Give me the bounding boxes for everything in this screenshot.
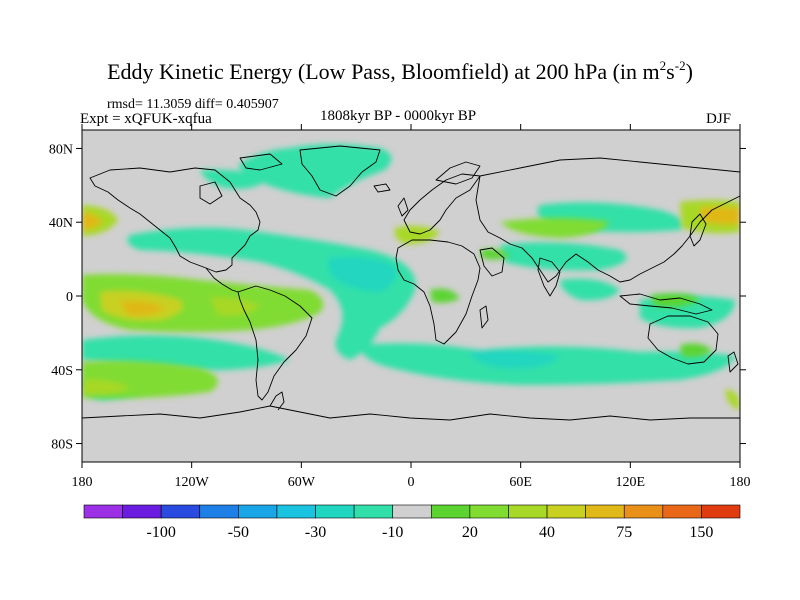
period-label: 1808kyr BP - 0000kyr BP <box>320 108 477 124</box>
lon-tick-label: 120W <box>175 475 210 490</box>
ekd-field <box>82 144 740 421</box>
coast-indonesia <box>619 293 713 315</box>
experiment-label: Expt = xQFUK-xqfua <box>80 111 212 127</box>
coast-scandinavia <box>435 161 481 185</box>
region-tropical-pacific-max <box>120 300 165 316</box>
lon-tick-label: 120E <box>616 475 646 490</box>
colorbar-swatch <box>546 504 586 519</box>
colorbar-label: 150 <box>689 524 713 541</box>
lon-tick-label: 60W <box>288 475 316 490</box>
longitude-axis: 180 120W 60W 0 60E 120E 180 <box>72 124 751 490</box>
colorbar-swatch <box>276 504 316 519</box>
region-south-pac-core <box>82 379 130 395</box>
coast-arctic-islands <box>239 153 283 171</box>
positive-anomaly-regions <box>82 200 740 410</box>
colorbar-swatch <box>662 504 702 519</box>
colorbar-swatch <box>238 504 278 519</box>
coast-arabia <box>479 247 505 277</box>
colorbar-label: 40 <box>539 524 555 541</box>
colorbar-swatch <box>160 504 201 519</box>
season-label: DJF <box>706 111 732 127</box>
region-arctic-neg <box>200 169 270 189</box>
colorbar-swatch <box>199 504 239 519</box>
map-title: Eddy Kinetic Energy (Low Pass, Bloomfiel… <box>107 58 693 84</box>
colorbar-label: -50 <box>228 524 249 541</box>
coastlines <box>82 145 740 421</box>
coast-japan <box>689 213 707 247</box>
coast-australia <box>647 315 719 365</box>
coast-madagascar <box>479 305 489 329</box>
region-tropatl-core <box>328 257 396 292</box>
colorbar-swatch <box>469 504 509 519</box>
region-indian-neg <box>560 278 620 301</box>
colorbar: -100 -50 -30 -10 20 40 75 150 <box>83 504 741 541</box>
region-south-ocean-neg <box>360 343 735 385</box>
colorbar-swatch <box>122 504 162 519</box>
region-australia-pos <box>680 343 712 358</box>
colorbar-label: -100 <box>147 524 176 541</box>
coast-iceland <box>373 183 391 193</box>
negative-anomaly-regions <box>82 144 735 400</box>
coast-south-america <box>237 285 313 401</box>
coast-north-america <box>89 167 261 273</box>
colorbar-swatch <box>623 504 664 519</box>
colorbar-label: 75 <box>616 524 632 541</box>
stats-text: rmsd= 11.3059 diff= 0.405907 <box>107 97 279 112</box>
lat-tick-label: 80S <box>51 438 73 453</box>
region-epac-core <box>210 297 260 316</box>
colorbar-swatch <box>83 504 123 519</box>
region-asia-pos <box>500 218 610 238</box>
lon-tick-label: 180 <box>730 475 751 490</box>
colorbar-swatch <box>430 504 471 519</box>
colorbar-swatch <box>585 504 625 519</box>
latitude-axis: 80N 40N 0 40S 80S <box>49 142 746 453</box>
coast-africa <box>395 239 481 345</box>
region-npac-west-core <box>82 212 102 230</box>
coast-central-america <box>205 267 239 293</box>
lon-tick-label: 0 <box>408 475 415 490</box>
coast-europe <box>403 173 481 235</box>
coast-britain <box>397 197 409 217</box>
coast-antarctica <box>82 405 740 421</box>
colorbar-swatch <box>353 504 394 519</box>
colorbar-label: -10 <box>382 524 403 541</box>
lon-tick-label: 180 <box>72 475 93 490</box>
colorbar-label: 20 <box>462 524 478 541</box>
coast-asia <box>475 157 740 283</box>
region-south-ocean-core <box>470 350 560 369</box>
lat-tick-label: 40S <box>51 364 73 379</box>
colorbar-label: -30 <box>305 524 326 541</box>
colorbar-swatch <box>315 504 355 519</box>
colorbar-swatch <box>701 504 741 519</box>
region-greenland-neg <box>238 144 392 198</box>
lon-tick-label: 60E <box>509 475 532 490</box>
region-africa-pos <box>430 288 460 303</box>
region-sw-pac-pos <box>650 293 700 308</box>
lat-tick-label: 0 <box>66 290 73 305</box>
coast-hudson-bay <box>199 181 223 205</box>
coast-antarctic-peninsula <box>269 391 285 411</box>
coast-new-zealand <box>727 351 739 373</box>
region-se-pac-pos <box>725 389 740 410</box>
region-russia-neg <box>500 242 627 271</box>
coast-greenland <box>299 145 381 197</box>
coast-india <box>537 257 561 297</box>
colorbar-swatch <box>508 504 548 519</box>
lat-tick-label: 80N <box>49 142 73 157</box>
colorbar-swatch <box>392 504 432 519</box>
lat-tick-label: 40N <box>49 216 73 231</box>
